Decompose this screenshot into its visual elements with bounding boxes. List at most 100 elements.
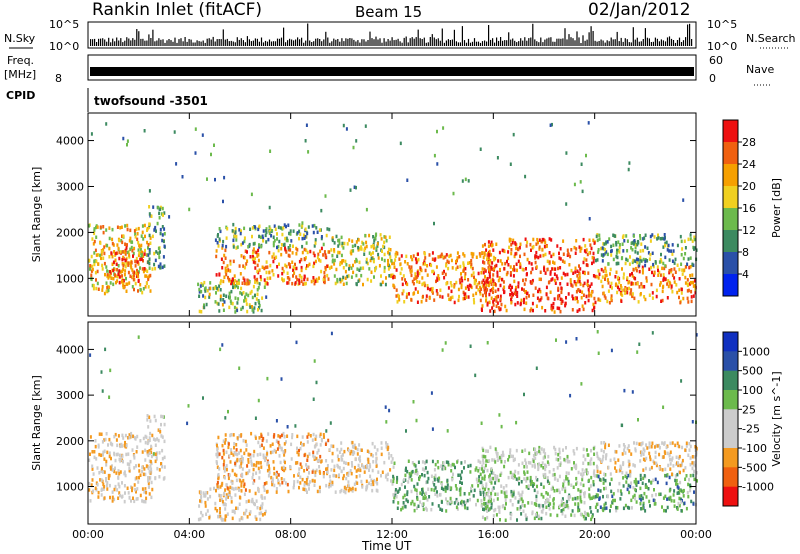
scatter-cell xyxy=(249,291,252,295)
scatter-cell xyxy=(635,500,638,504)
nsky-bar xyxy=(552,41,554,46)
scatter-cell xyxy=(575,476,578,481)
scatter-cell xyxy=(573,465,576,469)
colorbar-frame xyxy=(722,331,739,507)
scatter-cell xyxy=(277,274,280,278)
scatter-cell xyxy=(659,492,662,496)
scatter-cell xyxy=(121,262,124,266)
scatter-cell xyxy=(439,254,442,259)
scatter-cell xyxy=(360,273,363,278)
scatter-cell xyxy=(535,254,538,259)
scatter-cell xyxy=(124,440,126,445)
scatter-cell xyxy=(661,441,664,445)
scatter-cell xyxy=(95,278,97,282)
scatter-cell xyxy=(290,239,293,243)
nsky-bar xyxy=(445,40,447,46)
nsky-bar xyxy=(142,38,144,46)
scatter-cell xyxy=(351,486,354,491)
scatter-cell xyxy=(358,474,361,478)
scatter-cell xyxy=(686,289,689,293)
scatter-cell xyxy=(103,245,106,249)
scatter-cell xyxy=(617,488,620,493)
scatter-cell xyxy=(439,507,442,511)
scatter-cell xyxy=(224,518,227,522)
scatter-cell xyxy=(677,491,680,495)
scatter-cell xyxy=(666,248,669,252)
scatter-cell xyxy=(394,252,397,257)
nsky-bar xyxy=(415,37,417,46)
nsky-bar xyxy=(124,40,126,46)
scatter-cell xyxy=(357,248,360,252)
scatter-cell xyxy=(254,256,256,261)
scatter-cell xyxy=(216,234,219,238)
scatter-cell xyxy=(319,454,322,459)
scatter-cell xyxy=(627,459,630,463)
scatter-cell xyxy=(651,441,654,445)
scatter-cell xyxy=(251,257,254,262)
scatter-cell xyxy=(425,491,428,496)
nsearch-label: N.Search xyxy=(746,32,796,45)
scatter-cell xyxy=(458,278,461,282)
scatter-cell xyxy=(218,237,221,241)
scatter-cell xyxy=(229,269,232,273)
scatter-cell xyxy=(537,467,540,472)
scatter-cell xyxy=(682,488,685,493)
scatter-cell xyxy=(597,456,600,461)
scatter-cell xyxy=(537,514,540,518)
scatter-cell xyxy=(316,279,319,283)
scatter-cell xyxy=(649,504,651,508)
scatter-cell xyxy=(622,272,625,276)
nsky-bar xyxy=(419,38,421,46)
scatter-cell xyxy=(581,290,584,294)
scatter-cell xyxy=(325,467,327,471)
scatter-cell xyxy=(485,459,488,463)
scatter-cell xyxy=(620,466,623,470)
scatter-cell xyxy=(501,450,504,455)
scatter-cell xyxy=(583,271,586,276)
nsky-bar xyxy=(522,40,524,46)
nsky-bar xyxy=(654,37,656,46)
scatter-cell xyxy=(482,458,485,462)
scatter-cell xyxy=(370,252,372,256)
scatter-cell xyxy=(689,280,692,285)
scatter-cell xyxy=(136,487,139,491)
scatter-cell xyxy=(247,458,250,462)
nsky-bar xyxy=(345,38,347,46)
scatter-cell xyxy=(358,268,361,272)
scatter-cell xyxy=(262,236,265,241)
scatter-cell xyxy=(484,487,486,492)
scatter-cell xyxy=(217,475,220,479)
scatter-cell xyxy=(300,279,303,284)
scatter-cell xyxy=(572,485,575,489)
scatter-cell xyxy=(622,249,625,253)
scatter-cell xyxy=(223,502,226,507)
scatter-cell xyxy=(668,497,671,501)
scatter-cell xyxy=(567,497,570,502)
scatter-cell xyxy=(610,294,613,298)
scatter-cell xyxy=(243,236,246,240)
scatter-cell xyxy=(244,439,247,444)
nsky-bar xyxy=(156,40,158,46)
scatter-cell xyxy=(635,281,638,286)
scatter-cell xyxy=(203,494,206,498)
scatter-cell xyxy=(228,305,231,310)
scatter-cell xyxy=(532,459,535,464)
scatter-cell xyxy=(651,493,654,498)
nsky-bar xyxy=(630,42,632,46)
scatter-cell xyxy=(230,500,233,504)
scatter-cell xyxy=(108,473,111,478)
scatter-cell xyxy=(271,442,274,446)
scatter-cell xyxy=(558,447,561,452)
scatter-cell xyxy=(115,280,117,285)
scatter-cell xyxy=(525,272,528,277)
scatter-cell xyxy=(511,241,514,245)
scatter-cell xyxy=(441,482,443,487)
scatter-cell xyxy=(525,291,528,296)
scatter-cell xyxy=(481,464,484,469)
scatter-cell xyxy=(563,479,566,483)
scatter-cell xyxy=(303,257,306,262)
scatter-cell xyxy=(479,289,482,294)
scatter-cell xyxy=(619,284,622,288)
scatter-cell xyxy=(567,471,570,476)
colorbar-segment xyxy=(723,332,738,352)
